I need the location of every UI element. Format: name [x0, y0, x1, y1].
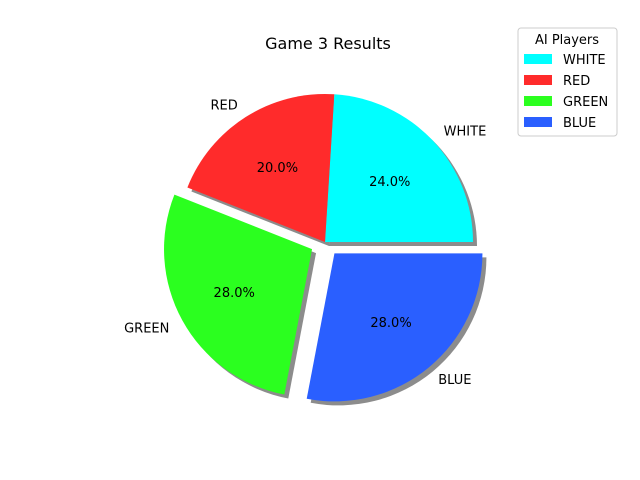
- slice-labels: WHITE RED GREEN BLUE: [124, 99, 486, 388]
- slice-label-blue: BLUE: [438, 373, 471, 388]
- slice-green: [164, 194, 313, 395]
- legend-swatch-white: [524, 54, 552, 64]
- slice-white: [325, 94, 473, 242]
- legend-label-red: RED: [563, 74, 590, 89]
- slice-percent-labels: 24.0% 20.0% 28.0% 28.0%: [214, 161, 412, 331]
- pie-slices: [164, 94, 483, 402]
- legend-swatch-blue: [524, 117, 552, 127]
- slice-percent-green: 28.0%: [214, 286, 255, 301]
- slice-red: [187, 94, 335, 242]
- legend-label-white: WHITE: [563, 53, 606, 68]
- slice-blue: [306, 253, 483, 402]
- legend-swatch-green: [524, 96, 552, 106]
- slice-percent-red: 20.0%: [257, 161, 298, 176]
- legend-label-green: GREEN: [563, 95, 608, 110]
- legend-swatch-red: [524, 75, 552, 85]
- slice-label-white: WHITE: [444, 125, 487, 140]
- legend: AI Players WHITE RED GREEN BLUE: [517, 27, 618, 137]
- slice-percent-blue: 28.0%: [370, 316, 411, 331]
- slice-label-red: RED: [211, 99, 238, 114]
- slice-percent-white: 24.0%: [369, 175, 410, 190]
- chart-title: Game 3 Results: [265, 34, 391, 53]
- slice-label-green: GREEN: [124, 322, 169, 337]
- legend-title: AI Players: [535, 33, 599, 48]
- legend-label-blue: BLUE: [563, 116, 596, 131]
